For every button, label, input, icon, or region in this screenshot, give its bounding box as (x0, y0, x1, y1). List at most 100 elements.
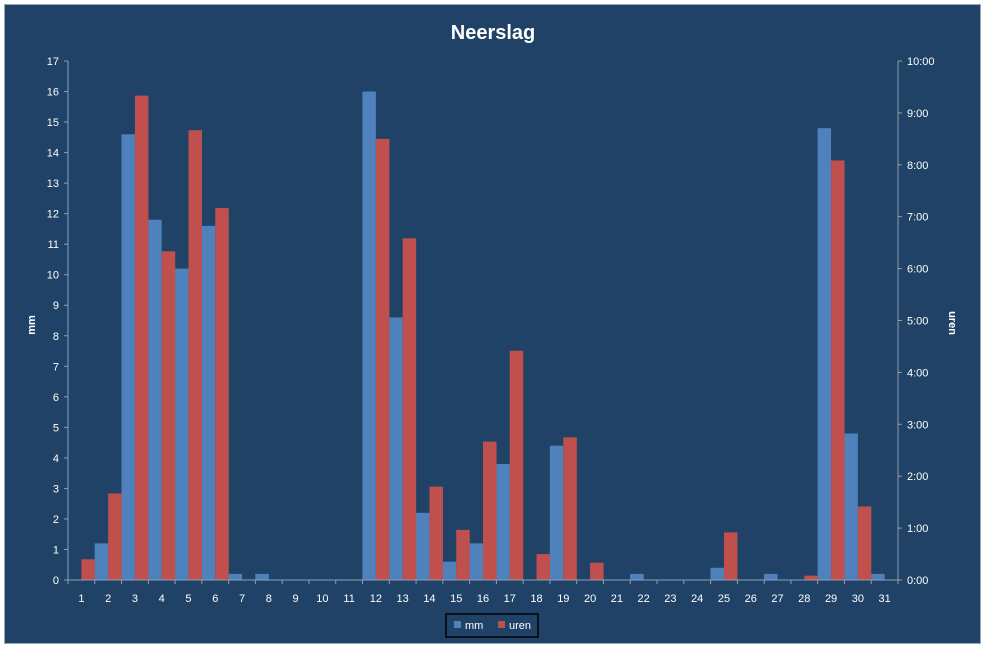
x-tick-label: 24 (691, 593, 703, 605)
bar-uren-15 (456, 529, 470, 580)
bar-uren-25 (723, 532, 738, 580)
y-tick-label: 17 (47, 56, 59, 68)
precipitation-chart: Neerslag 012345678910111213141516170:001… (26, 22, 958, 638)
x-tick-label: 15 (450, 593, 462, 605)
x-tick-label: 14 (423, 593, 435, 605)
bar-mm-5 (174, 268, 189, 580)
x-tick-label: 3 (132, 593, 138, 605)
y-axis-label: mm (26, 315, 38, 335)
bar-mm-17 (496, 463, 510, 580)
x-tick-label: 29 (825, 593, 837, 605)
bar-uren-14 (429, 486, 443, 580)
x-tick-label: 5 (185, 593, 191, 605)
bar-mm-13 (389, 317, 403, 580)
y-tick-label: 16 (47, 87, 59, 99)
y2-tick-label: 9:00 (907, 108, 928, 120)
y-tick-label: 0 (53, 575, 59, 587)
x-tick-label: 30 (852, 593, 864, 605)
x-tick-label: 20 (584, 593, 596, 605)
x-tick-label: 23 (664, 593, 676, 605)
bar-mm-31 (871, 573, 885, 580)
y2-tick-label: 5:00 (907, 316, 928, 328)
y-tick-label: 13 (47, 178, 59, 190)
x-tick-label: 16 (477, 593, 489, 605)
bar-mm-6 (201, 225, 216, 581)
bar-mm-3 (121, 134, 135, 580)
y2-tick-label: 4:00 (907, 367, 928, 379)
bar-uren-2 (108, 493, 122, 580)
bar-mm-29 (817, 128, 832, 580)
x-tick-label: 19 (557, 593, 569, 605)
bar-uren-4 (161, 251, 176, 581)
x-tick-label: 2 (105, 593, 111, 605)
bar-mm-8 (255, 573, 269, 580)
bar-mm-4 (148, 219, 162, 580)
chart-title: Neerslag (451, 22, 536, 44)
x-tick-label: 31 (878, 593, 890, 605)
bar-uren-30 (857, 506, 872, 580)
y2-axis-label: uren (946, 311, 958, 335)
y2-tick-label: 10:00 (907, 56, 935, 68)
y-tick-label: 15 (47, 117, 59, 129)
y2-tick-label: 1:00 (907, 523, 928, 535)
y-tick-label: 10 (47, 270, 59, 282)
x-tick-label: 4 (159, 593, 165, 605)
y2-tick-label: 8:00 (907, 160, 928, 172)
legend: mm uren (445, 613, 539, 638)
bar-mm-30 (844, 433, 858, 580)
y-tick-label: 4 (53, 453, 59, 465)
y-tick-label: 5 (53, 422, 59, 434)
bar-uren-17 (509, 350, 524, 580)
bar-uren-18 (536, 554, 551, 580)
x-tick-label: 27 (771, 593, 783, 605)
x-tick-label: 26 (745, 593, 757, 605)
y-tick-label: 6 (53, 392, 59, 404)
bar-uren-12 (375, 138, 390, 580)
y2-tick-label: 3:00 (907, 419, 928, 431)
legend-label-mm: mm (465, 620, 483, 632)
chart-frame: Neerslag 0 1 2 3 4 5 6 7 8 9 10 11 12 13 14 15 16 17 0:00 1… (4, 4, 981, 644)
y-tick-label: 12 (47, 209, 59, 221)
legend-label-uren: uren (509, 620, 531, 632)
bar-uren-16 (483, 441, 497, 580)
bar-uren-6 (215, 208, 229, 581)
y-tick-label: 2 (53, 514, 59, 526)
legend-box (445, 613, 539, 638)
x-tick-label: 11 (343, 593, 354, 605)
bar-mm-25 (710, 567, 724, 580)
legend-swatch-uren (498, 621, 505, 628)
y2-tick-label: 6:00 (907, 264, 928, 276)
x-tick-label: 9 (293, 593, 299, 605)
x-tick-label: 1 (78, 593, 84, 605)
y-tick-label: 11 (48, 239, 59, 251)
x-tick-label: 22 (638, 593, 650, 605)
bar-uren-1 (81, 559, 95, 580)
x-tick-label: 28 (798, 593, 810, 605)
bar-uren-29 (831, 160, 845, 580)
y2-tick-label: 7:00 (907, 212, 928, 224)
y2-tick-label: 0:00 (907, 575, 928, 587)
x-tick-label: 12 (370, 593, 382, 605)
bar-uren-3 (134, 95, 149, 580)
x-tick-label: 7 (239, 593, 245, 605)
x-tick-label: 8 (266, 593, 272, 605)
bar-uren-5 (188, 130, 202, 580)
y2-tick-label: 2:00 (907, 471, 928, 483)
bar-uren-19 (563, 437, 577, 580)
x-tick-label: 6 (212, 593, 218, 605)
bar-mm-27 (764, 573, 778, 580)
bar-mm-7 (228, 573, 243, 580)
legend-swatch-mm (454, 621, 461, 628)
y-tick-label: 9 (53, 300, 59, 312)
bar-uren-13 (402, 238, 417, 580)
y-tick-label: 3 (53, 483, 59, 495)
y-tick-label: 8 (53, 331, 59, 343)
y-tick-label: 14 (47, 148, 59, 160)
bar-uren-20 (590, 562, 604, 580)
y-tick-label: 1 (53, 544, 59, 556)
x-tick-label: 25 (718, 593, 730, 605)
x-tick-label: 18 (530, 593, 542, 605)
bar-mm-15 (442, 561, 457, 580)
bar-mm-16 (469, 543, 483, 580)
bar-mm-19 (549, 445, 564, 580)
